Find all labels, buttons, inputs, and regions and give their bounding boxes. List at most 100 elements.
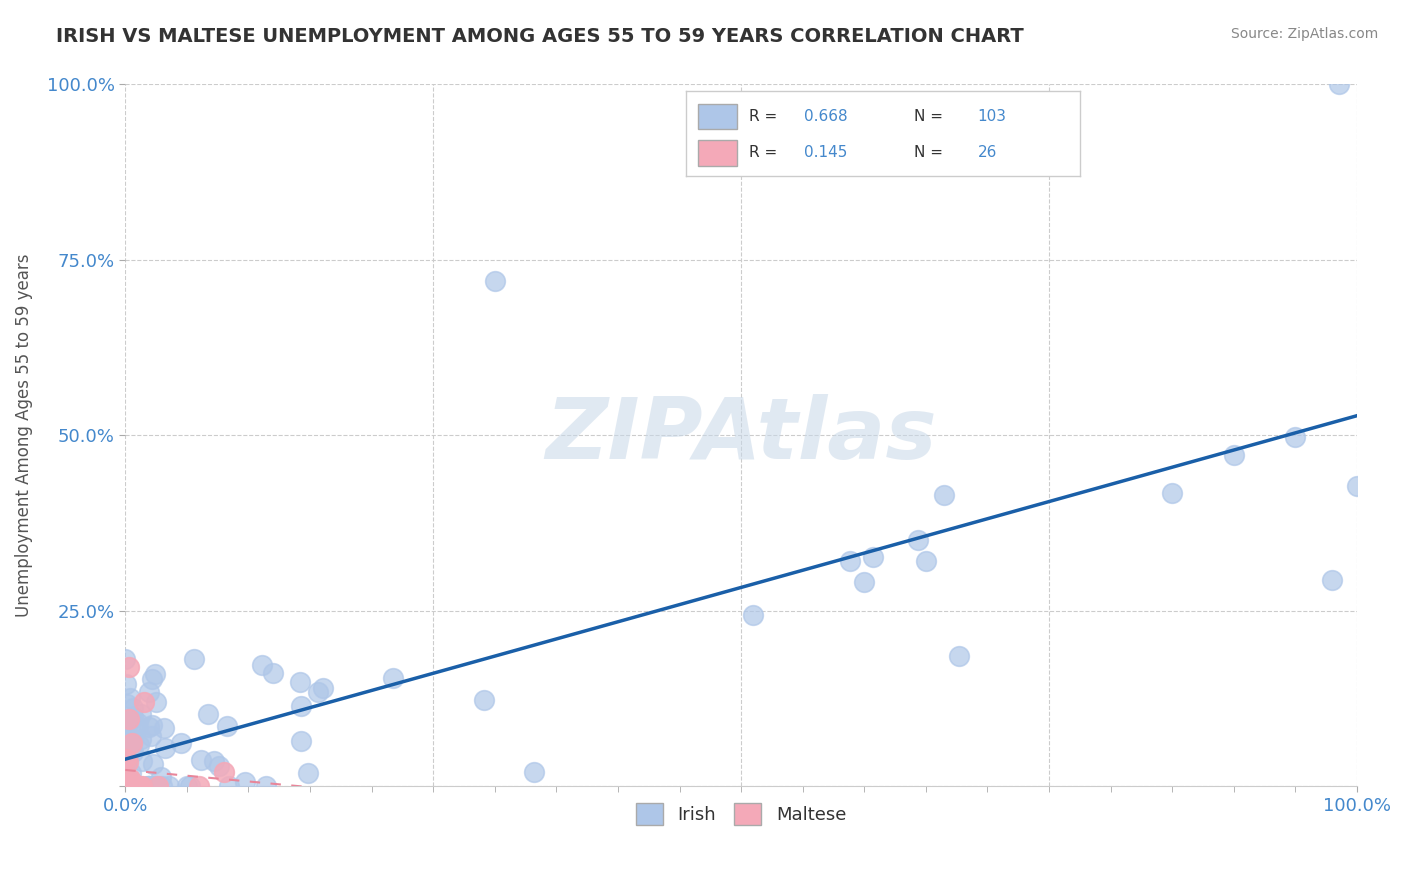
- Point: [742, 607, 765, 622]
- Point: [118, 660, 141, 674]
- Point: [307, 685, 329, 699]
- Point: [183, 652, 205, 666]
- Point: [146, 780, 169, 794]
- Point: [129, 707, 152, 722]
- Point: [143, 666, 166, 681]
- Point: [1161, 486, 1184, 500]
- Point: [115, 775, 138, 789]
- Point: [131, 754, 153, 768]
- Point: [114, 780, 136, 794]
- Point: [125, 779, 148, 793]
- Point: [472, 693, 495, 707]
- Point: [853, 574, 876, 589]
- Point: [141, 718, 163, 732]
- Point: [127, 780, 149, 794]
- Point: [114, 724, 136, 739]
- Point: [152, 721, 174, 735]
- Point: [127, 721, 149, 735]
- Point: [114, 780, 136, 794]
- Text: ZIPAtlas: ZIPAtlas: [546, 394, 936, 477]
- Point: [115, 780, 138, 794]
- Point: [115, 780, 138, 794]
- Point: [115, 698, 138, 712]
- Point: [484, 274, 506, 288]
- Point: [118, 772, 141, 787]
- Point: [150, 780, 173, 794]
- Point: [114, 780, 136, 794]
- Point: [117, 780, 139, 794]
- Point: [120, 743, 142, 757]
- Point: [1322, 573, 1344, 587]
- Point: [145, 694, 167, 708]
- Text: IRISH VS MALTESE UNEMPLOYMENT AMONG AGES 55 TO 59 YEARS CORRELATION CHART: IRISH VS MALTESE UNEMPLOYMENT AMONG AGES…: [56, 27, 1024, 45]
- Point: [138, 721, 160, 735]
- Point: [217, 719, 239, 733]
- Point: [312, 681, 335, 696]
- Point: [118, 775, 141, 789]
- Point: [122, 732, 145, 747]
- Point: [118, 713, 141, 727]
- Point: [290, 733, 312, 747]
- Point: [212, 765, 235, 780]
- Point: [1223, 448, 1246, 462]
- Point: [121, 780, 143, 794]
- Point: [202, 755, 225, 769]
- Point: [114, 651, 136, 665]
- Point: [155, 741, 177, 756]
- Point: [948, 649, 970, 664]
- Point: [143, 780, 166, 794]
- Point: [118, 780, 141, 794]
- Point: [122, 780, 145, 794]
- Y-axis label: Unemployment Among Ages 55 to 59 years: Unemployment Among Ages 55 to 59 years: [15, 253, 32, 617]
- Point: [117, 780, 139, 794]
- Point: [139, 729, 162, 743]
- Point: [136, 780, 159, 794]
- Point: [150, 770, 173, 784]
- Point: [120, 713, 142, 727]
- Point: [125, 780, 148, 794]
- Point: [121, 710, 143, 724]
- Point: [218, 780, 240, 794]
- Point: [115, 752, 138, 766]
- Point: [1346, 479, 1368, 493]
- Point: [125, 780, 148, 794]
- Point: [124, 780, 146, 794]
- Point: [118, 778, 141, 792]
- Point: [120, 780, 142, 794]
- Point: [382, 671, 405, 685]
- Point: [115, 726, 138, 740]
- Point: [114, 780, 136, 794]
- Point: [121, 780, 143, 794]
- Point: [120, 780, 142, 794]
- Point: [118, 780, 141, 794]
- Point: [1327, 78, 1350, 92]
- Point: [114, 780, 136, 794]
- Point: [862, 549, 884, 564]
- Point: [115, 730, 138, 744]
- Point: [169, 736, 191, 750]
- Point: [129, 780, 152, 794]
- Point: [290, 698, 312, 713]
- Point: [120, 780, 142, 794]
- Point: [121, 736, 143, 750]
- Point: [121, 701, 143, 715]
- Point: [138, 780, 160, 794]
- Point: [138, 780, 160, 794]
- Point: [121, 780, 143, 794]
- Point: [132, 695, 155, 709]
- Point: [188, 780, 211, 794]
- Point: [114, 780, 136, 794]
- Point: [1284, 430, 1306, 444]
- Point: [115, 677, 138, 691]
- Point: [118, 691, 141, 706]
- Point: [120, 766, 142, 780]
- Point: [262, 666, 284, 681]
- Point: [122, 745, 145, 759]
- Point: [141, 673, 163, 687]
- Point: [523, 764, 546, 779]
- Point: [197, 706, 219, 721]
- Point: [115, 777, 138, 791]
- Point: [915, 554, 938, 568]
- Point: [190, 753, 212, 767]
- Point: [127, 716, 149, 731]
